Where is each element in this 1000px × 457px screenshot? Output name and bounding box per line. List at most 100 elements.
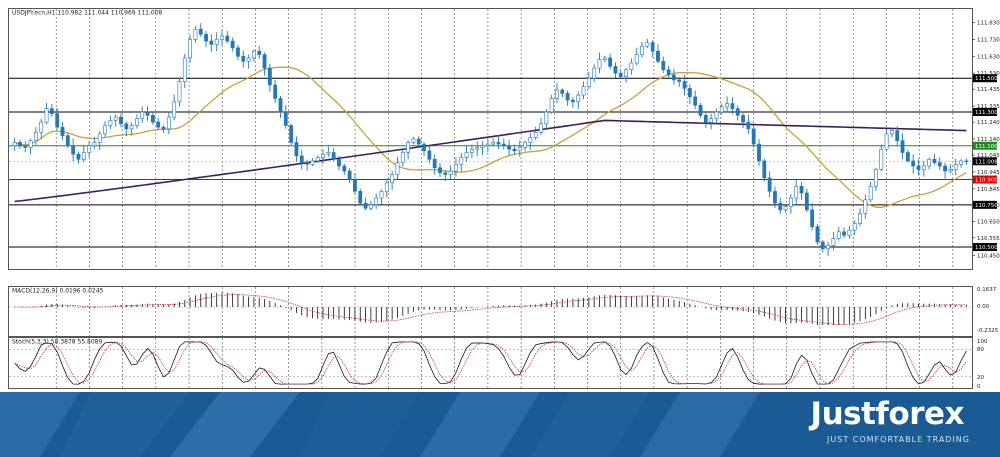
candle [18,140,22,149]
price-tick-label: 110.845 [977,187,1000,193]
candle [422,142,426,157]
level-tag-2 [973,141,997,150]
stoch-main-line [14,341,967,385]
candle [698,103,703,119]
level-tag-6 [973,243,997,252]
candle [953,158,958,176]
candle [92,136,97,150]
candle [305,159,309,171]
candle [624,67,628,83]
price-candles [12,23,969,257]
candle [735,105,740,121]
level-tag-label-3: 111.008 [975,159,998,165]
price-tick-label: 111.240 [977,120,1000,126]
candle [687,84,692,105]
stoch-header: Stoch(5,3,3) 58.3878 55.8089 [12,339,103,346]
candle [384,178,389,198]
macd-tick-label: 0.1637 [977,287,997,293]
candle [198,23,203,37]
stoch-tick-label: 80 [977,347,984,353]
candle [703,112,708,129]
candle [943,162,947,179]
candle [911,154,916,174]
candle [581,81,586,100]
candle [204,31,208,48]
main-pane-frame [8,8,973,270]
macd-tick-label: -0.2325 [977,328,999,334]
price-tick-label: 111.830 [977,21,1000,27]
candle [884,128,889,152]
candle [395,156,400,180]
candle [140,106,145,123]
candle [858,208,862,227]
price-tick-label: 110.945 [977,170,1000,176]
candle [310,158,315,167]
candle [469,144,474,159]
candle [937,157,942,170]
candle [629,58,634,75]
candle [406,140,410,160]
candle [480,140,485,155]
price-tick-label: 111.335 [977,104,1000,110]
candle [762,158,767,182]
candle [321,149,325,165]
candle [34,127,38,145]
candle [252,49,256,62]
candle [273,79,278,103]
candle [826,241,831,257]
candle [927,157,932,170]
level-tag-label-2: 111.100 [975,144,998,150]
level-tag-5 [973,200,997,209]
candle [549,94,554,114]
candle [331,147,336,162]
candle [746,114,751,135]
candle [666,66,671,78]
stoch-lines: 100 80 20 0 [9,339,988,390]
candle [523,140,527,152]
candle [236,44,240,61]
candle [161,125,166,133]
candle [555,82,559,104]
chart-canvas[interactable]: 0.1637 0.00 -0.2325 100 80 20 0 111.830 111.73… [0,0,1000,398]
candle [368,200,373,211]
candle [528,132,533,150]
candle [225,31,230,43]
candle [863,194,868,219]
candle [608,53,613,70]
brand-tagline: JUST COMFORTABLE TRADING [827,435,970,444]
candle [464,145,469,162]
candle [820,239,825,253]
candle [416,136,421,148]
candle [379,189,384,205]
chart-window[interactable]: 0.1637 0.00 -0.2325 100 80 20 0 111.830 111.73… [0,0,1000,398]
price-tick-label: 111.140 [977,137,1000,143]
candle [363,197,368,211]
level-tag-3 [973,157,997,166]
candle [677,76,682,87]
candle [400,149,405,167]
candle [661,56,666,74]
candle [97,131,102,150]
candle [209,34,214,52]
candle [108,115,113,130]
level-tag-label-5: 110.750 [975,203,998,209]
level-tags: 111.500 111.300 111.100 111.008 110.900 110.7… [973,74,998,252]
candle [454,157,458,177]
candle [576,91,581,109]
candle [693,90,698,110]
macd-signal-line [14,294,967,325]
symbol-header: USDJPY.ecn,H1 110.982 111.044 110.969 11… [12,10,163,17]
candle [719,103,724,115]
candle [757,139,761,166]
candle [533,126,538,140]
candle [767,171,772,198]
candle [895,126,900,147]
candle [602,55,607,63]
candle [682,74,687,96]
candle [257,46,262,59]
candle [12,137,17,151]
candle [289,123,294,145]
price-tick-label: 111.045 [977,153,1000,159]
ma-slow-line [14,119,967,203]
level-tag-label-4: 110.900 [975,178,998,184]
